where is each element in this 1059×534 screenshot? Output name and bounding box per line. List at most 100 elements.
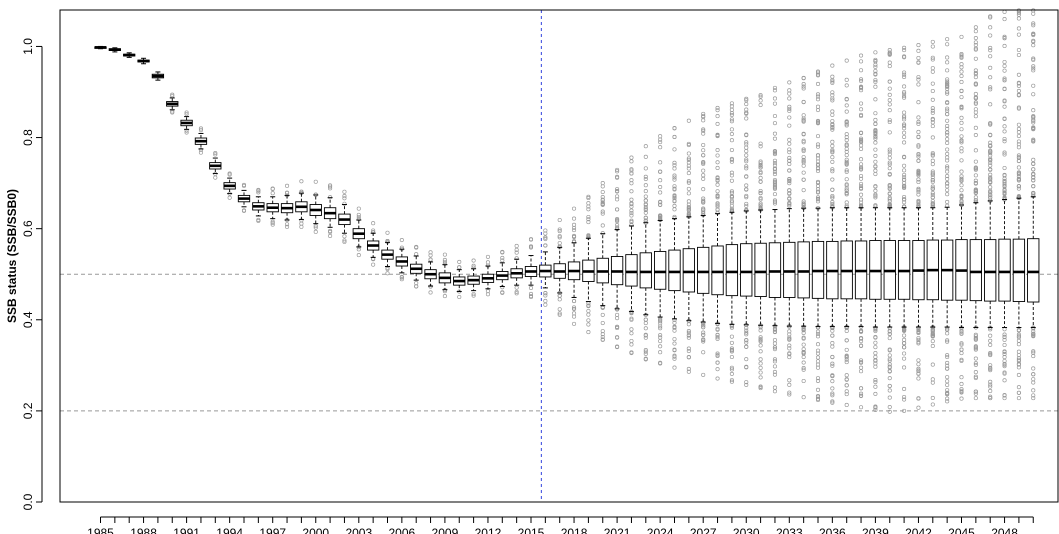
outlier-high — [1016, 172, 1021, 177]
outlier-high — [945, 192, 950, 197]
outlier-low — [930, 362, 935, 367]
outlier-high — [930, 158, 935, 163]
outlier-low — [715, 336, 720, 341]
outlier-high — [672, 177, 677, 182]
outlier-high — [658, 199, 663, 204]
outlier-high — [744, 102, 749, 107]
y-tick-label: 0.4 — [21, 311, 35, 328]
outlier-high — [744, 164, 749, 169]
box-iqr — [682, 248, 696, 293]
outlier-high — [1002, 190, 1007, 195]
outlier-low — [543, 298, 548, 304]
outlier-high — [1002, 150, 1007, 155]
outlier-high — [815, 134, 821, 139]
outlier-high — [772, 136, 778, 141]
outlier-high — [873, 72, 878, 77]
box-2002 — [338, 189, 351, 244]
outlier-high — [1016, 81, 1021, 86]
box-2019 — [582, 194, 595, 335]
outlier-high — [873, 168, 878, 173]
outlier-low — [815, 376, 821, 381]
outlier-high — [959, 174, 964, 179]
outlier-high — [887, 155, 892, 160]
outlier-low — [643, 317, 648, 322]
outlier-high — [514, 256, 519, 261]
outlier-high — [1031, 92, 1036, 97]
box-2018 — [567, 206, 581, 326]
outlier-high — [902, 163, 907, 168]
outlier-low — [715, 376, 720, 381]
outlier-high — [887, 119, 892, 125]
outlier-low — [701, 330, 706, 335]
outlier-high — [959, 69, 964, 74]
box-2029 — [725, 101, 739, 384]
outlier-low — [887, 383, 892, 388]
outlier-high — [600, 202, 605, 207]
box-2013 — [496, 249, 509, 295]
outlier-low — [658, 335, 663, 340]
box-2027 — [697, 111, 710, 377]
outlier-high — [973, 29, 978, 34]
outlier-high — [858, 176, 864, 181]
outlier-high — [959, 53, 964, 58]
outlier-high — [916, 170, 921, 175]
outlier-high — [945, 199, 950, 205]
outlier-high — [959, 146, 964, 151]
outlier-high — [686, 157, 691, 162]
outlier-high — [801, 148, 806, 154]
outlier-high — [873, 203, 878, 208]
box-1994 — [223, 171, 236, 200]
outlier-high — [744, 110, 749, 115]
x-tick-label: 2030 — [733, 526, 760, 534]
outlier-high — [902, 110, 907, 115]
outlier-high — [787, 104, 792, 109]
outlier-high — [1031, 108, 1036, 113]
outlier-high — [442, 259, 447, 264]
outlier-high — [772, 167, 778, 172]
outlier-low — [658, 333, 663, 338]
outlier-low — [902, 345, 907, 350]
outlier-high — [528, 237, 534, 242]
outlier-low — [916, 336, 921, 341]
outlier-low — [959, 347, 964, 352]
outlier-low — [858, 391, 864, 396]
outlier-high — [342, 196, 347, 201]
outlier-high — [858, 53, 864, 58]
outlier-high — [930, 110, 935, 115]
outlier-high — [858, 197, 864, 202]
outlier-low — [830, 400, 835, 405]
outlier-high — [686, 180, 691, 185]
box-2049 — [1012, 8, 1026, 401]
outlier-high — [658, 216, 663, 221]
outlier-low — [844, 373, 849, 378]
outlier-high — [1031, 31, 1036, 36]
outlier-high — [428, 253, 433, 258]
outlier-high — [715, 147, 720, 153]
outlier-low — [787, 346, 792, 351]
outlier-high — [830, 112, 835, 117]
outlier-low — [830, 354, 835, 359]
outlier-high — [988, 188, 993, 193]
outlier-low — [959, 375, 964, 380]
outlier-high — [973, 75, 978, 80]
outlier-high — [686, 166, 691, 171]
outlier-high — [184, 112, 189, 117]
outlier-low — [442, 294, 447, 299]
outlier-low — [772, 330, 778, 335]
outlier-high — [772, 96, 778, 101]
outlier-low — [1016, 372, 1021, 378]
outlier-low — [916, 330, 921, 335]
outlier-low — [930, 327, 935, 332]
outlier-low — [528, 291, 534, 297]
outlier-low — [858, 393, 864, 398]
outlier-low — [830, 363, 835, 368]
outlier-high — [342, 201, 347, 206]
outlier-high — [902, 175, 907, 180]
outlier-high — [973, 40, 978, 45]
outlier-high — [600, 211, 605, 216]
outlier-high — [988, 160, 993, 165]
outlier-low — [600, 337, 605, 342]
box-2026 — [682, 118, 696, 374]
outlier-high — [945, 151, 950, 156]
y-tick-label: 0.6 — [21, 220, 35, 237]
